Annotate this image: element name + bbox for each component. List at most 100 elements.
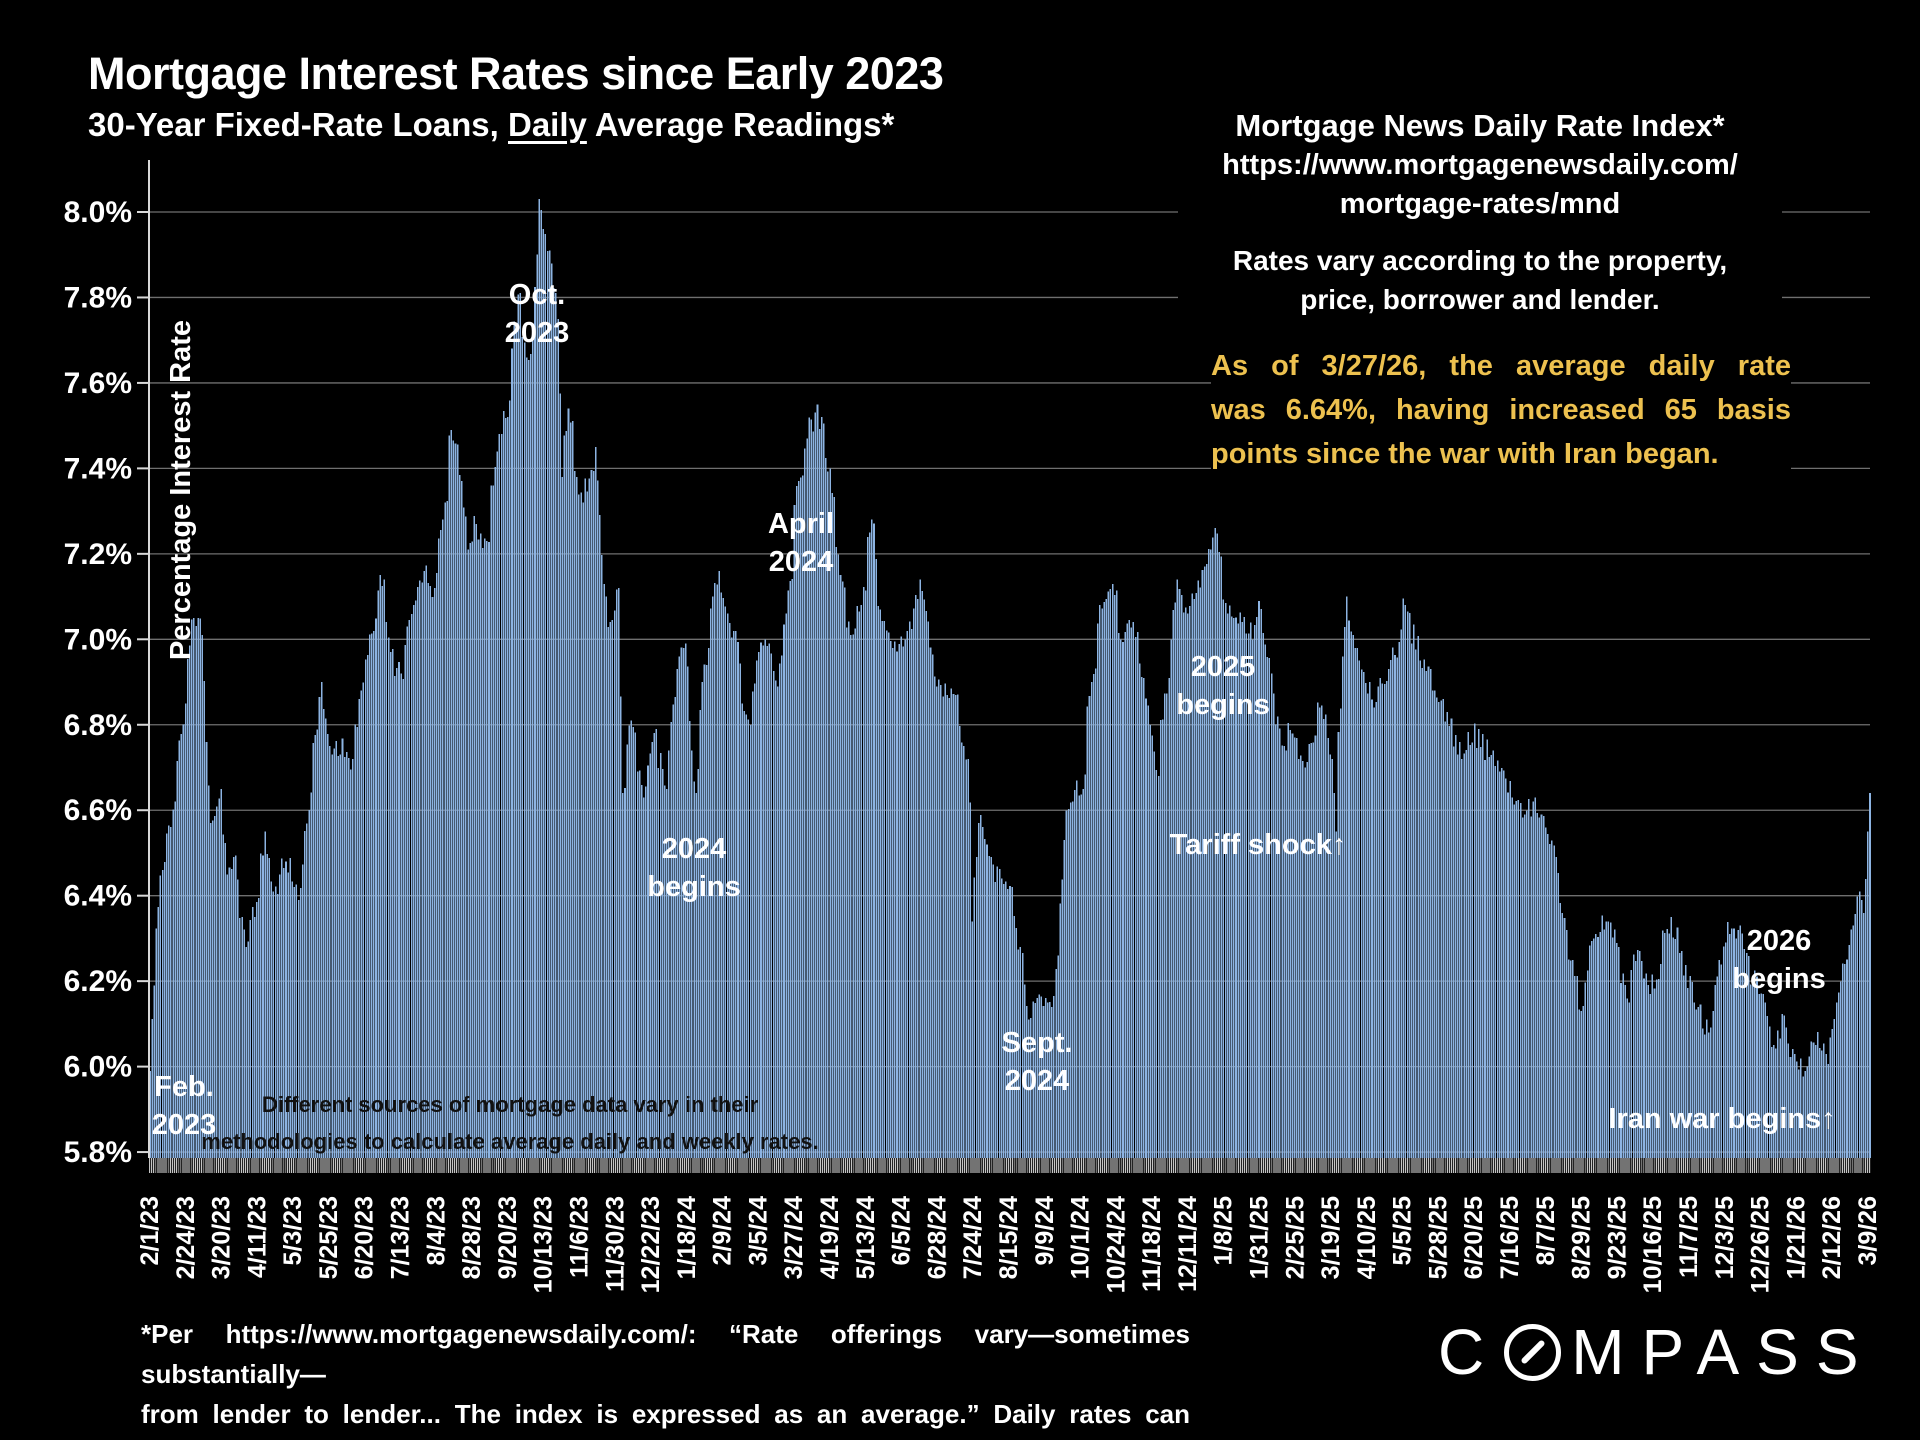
bar (1808, 1056, 1811, 1158)
bar (1768, 1026, 1771, 1158)
bar (881, 621, 884, 1158)
x-tick-label: 12/3/25 (1711, 1196, 1739, 1280)
bar (1180, 595, 1183, 1158)
bar (559, 393, 561, 1158)
bar (176, 761, 178, 1158)
bar (241, 916, 243, 1158)
bar (946, 695, 948, 1158)
bar (371, 633, 373, 1158)
bar (825, 458, 827, 1159)
bar (507, 417, 509, 1159)
x-tick-label: 5/25/23 (315, 1196, 343, 1279)
bar (475, 523, 478, 1158)
bar (710, 608, 712, 1158)
bar (527, 360, 530, 1158)
bar (377, 590, 379, 1158)
bar (1053, 996, 1055, 1158)
bar (496, 451, 499, 1158)
y-tick-label: 6.2% (64, 965, 132, 998)
bar (519, 293, 522, 1158)
bar (437, 538, 440, 1158)
bar (1760, 993, 1762, 1158)
bar (588, 478, 591, 1158)
bar (188, 645, 191, 1158)
bar (1618, 947, 1620, 1158)
bar (1572, 959, 1574, 1158)
bar (915, 595, 917, 1158)
bar (550, 263, 553, 1158)
bar (1406, 611, 1409, 1158)
bar (1749, 984, 1752, 1158)
x-tick-label: 8/7/25 (1532, 1196, 1560, 1266)
y-tick-label: 8.0% (64, 196, 132, 229)
bar (772, 671, 775, 1158)
x-tick-label: 8/15/24 (995, 1196, 1023, 1280)
bar (624, 788, 626, 1158)
bar (1413, 624, 1415, 1158)
bar (1779, 1038, 1781, 1158)
bar (643, 797, 645, 1158)
bar (1191, 593, 1193, 1158)
bar (1595, 934, 1597, 1158)
bar (427, 583, 430, 1158)
bar (829, 468, 831, 1158)
bar (266, 854, 268, 1158)
bar (1080, 794, 1082, 1158)
bar (414, 600, 417, 1158)
bar (1113, 595, 1116, 1158)
bar (900, 636, 902, 1158)
bar (1369, 682, 1371, 1158)
bar (456, 444, 459, 1158)
bar (1088, 695, 1091, 1158)
bar (1634, 960, 1637, 1158)
bar (714, 582, 716, 1158)
bar (1222, 599, 1225, 1158)
bar (1678, 952, 1681, 1158)
bar (1739, 925, 1742, 1158)
bar (1772, 1045, 1775, 1158)
bar (1800, 1058, 1802, 1158)
bar (1316, 702, 1319, 1158)
bar (1477, 729, 1480, 1158)
x-tick-label: 2/1/23 (136, 1196, 164, 1266)
bar (1536, 813, 1539, 1158)
bar (364, 659, 367, 1158)
x-tick-label: 2/12/26 (1818, 1196, 1846, 1279)
bar (990, 857, 992, 1158)
bar (1639, 951, 1641, 1158)
bar (285, 861, 287, 1158)
bar (373, 630, 375, 1158)
bar (1099, 605, 1101, 1158)
bar (452, 440, 455, 1159)
bar (630, 720, 633, 1158)
bar (337, 756, 340, 1158)
bar (1733, 928, 1735, 1158)
bar (1233, 617, 1235, 1158)
bar (1726, 921, 1729, 1158)
bar (912, 608, 915, 1158)
compass-logo: C MPASS (1438, 1320, 1876, 1384)
x-tick-label: 12/11/24 (1174, 1196, 1202, 1292)
bar (343, 756, 346, 1158)
bar (988, 855, 990, 1158)
bar (1653, 988, 1656, 1158)
x-tick-label: 6/5/24 (888, 1196, 916, 1266)
bar (1630, 970, 1633, 1158)
bar (1685, 964, 1687, 1158)
bar (812, 431, 815, 1159)
bar (222, 834, 224, 1158)
page-subtitle: 30-Year Fixed-Rate Loans, Daily Average … (88, 106, 894, 144)
x-tick-label: 12/22/23 (637, 1196, 665, 1293)
bar (1034, 1003, 1036, 1158)
bar (1111, 583, 1114, 1158)
bar (1025, 1005, 1028, 1158)
bar (1017, 949, 1020, 1158)
bar (1362, 672, 1365, 1158)
bar (448, 435, 450, 1158)
bar (1500, 767, 1503, 1158)
bar (295, 884, 298, 1158)
bar (1329, 754, 1331, 1158)
bar (1741, 933, 1744, 1158)
bar (473, 516, 476, 1158)
